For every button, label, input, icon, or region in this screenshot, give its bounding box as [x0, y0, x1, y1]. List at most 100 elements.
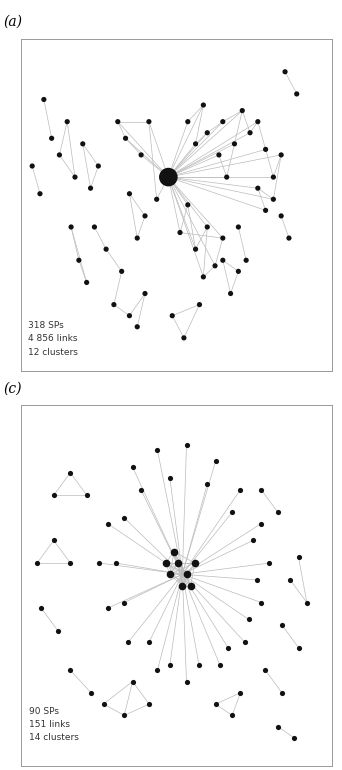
Point [68, 221, 74, 233]
Point [225, 641, 231, 654]
Point [205, 478, 210, 490]
Point [167, 658, 173, 671]
Point [105, 602, 110, 614]
Point [130, 461, 135, 474]
Point [205, 126, 210, 139]
Point [228, 287, 233, 300]
Point [170, 310, 175, 322]
Point [246, 613, 251, 625]
Point [138, 484, 144, 496]
Point [180, 579, 185, 591]
Point [88, 687, 94, 699]
Point [201, 99, 206, 111]
Point [88, 182, 93, 194]
Point [84, 489, 90, 501]
Point [259, 484, 264, 496]
Point [175, 557, 181, 569]
Point [119, 265, 124, 277]
Text: 318 SPs
4 856 links
12 clusters: 318 SPs 4 856 links 12 clusters [28, 321, 78, 357]
Point [84, 276, 89, 289]
Point [201, 271, 206, 283]
Point [80, 138, 86, 150]
Point [184, 568, 189, 581]
Point [142, 209, 148, 222]
Point [263, 143, 268, 156]
Point [68, 467, 73, 479]
Point [177, 226, 183, 239]
Point [95, 160, 101, 172]
Point [134, 232, 140, 244]
Point [250, 534, 255, 547]
Point [192, 557, 198, 569]
Point [294, 88, 300, 100]
Point [49, 132, 54, 145]
Point [288, 574, 293, 586]
Point [181, 332, 187, 344]
Point [171, 546, 177, 558]
Point [155, 444, 160, 457]
Point [97, 557, 102, 569]
Point [188, 579, 193, 591]
Point [29, 160, 35, 172]
Point [72, 171, 78, 183]
Point [263, 664, 268, 676]
Point [213, 698, 218, 710]
Point [279, 619, 285, 631]
Point [68, 557, 73, 569]
Point [275, 721, 280, 733]
Point [242, 636, 247, 648]
Point [103, 243, 109, 256]
Point [185, 116, 190, 128]
Point [296, 551, 301, 564]
Point [113, 557, 119, 569]
Point [184, 438, 189, 450]
Point [220, 254, 226, 266]
Point [121, 512, 127, 524]
Point [130, 675, 135, 688]
Point [185, 199, 190, 211]
Point [267, 557, 272, 569]
Point [217, 658, 222, 671]
Point [196, 658, 202, 671]
Point [238, 484, 243, 496]
Point [142, 287, 148, 300]
Point [57, 149, 62, 161]
Point [236, 221, 241, 233]
Point [146, 116, 152, 128]
Point [123, 132, 128, 145]
Point [68, 664, 73, 676]
Point [255, 182, 261, 194]
Point [239, 105, 245, 117]
Point [139, 149, 144, 161]
Point [212, 259, 218, 272]
Point [51, 489, 56, 501]
Point [155, 664, 160, 676]
Point [76, 254, 82, 266]
Point [271, 193, 276, 206]
Point [92, 221, 97, 233]
Point [205, 221, 210, 233]
Text: (a): (a) [3, 15, 23, 28]
Point [166, 171, 171, 183]
Point [41, 93, 47, 105]
Point [154, 193, 159, 206]
Point [39, 602, 44, 614]
Point [184, 675, 189, 688]
Point [146, 636, 152, 648]
Point [64, 116, 70, 128]
Point [229, 506, 235, 518]
Point [105, 517, 110, 530]
Point [126, 636, 131, 648]
Point [146, 698, 152, 710]
Point [232, 138, 237, 150]
Point [238, 687, 243, 699]
Point [163, 557, 169, 569]
Point [51, 534, 56, 547]
Point [115, 116, 120, 128]
Point [271, 171, 276, 183]
Point [35, 557, 40, 569]
Point [304, 596, 310, 608]
Point [259, 517, 264, 530]
Point [167, 472, 173, 484]
Point [255, 116, 261, 128]
